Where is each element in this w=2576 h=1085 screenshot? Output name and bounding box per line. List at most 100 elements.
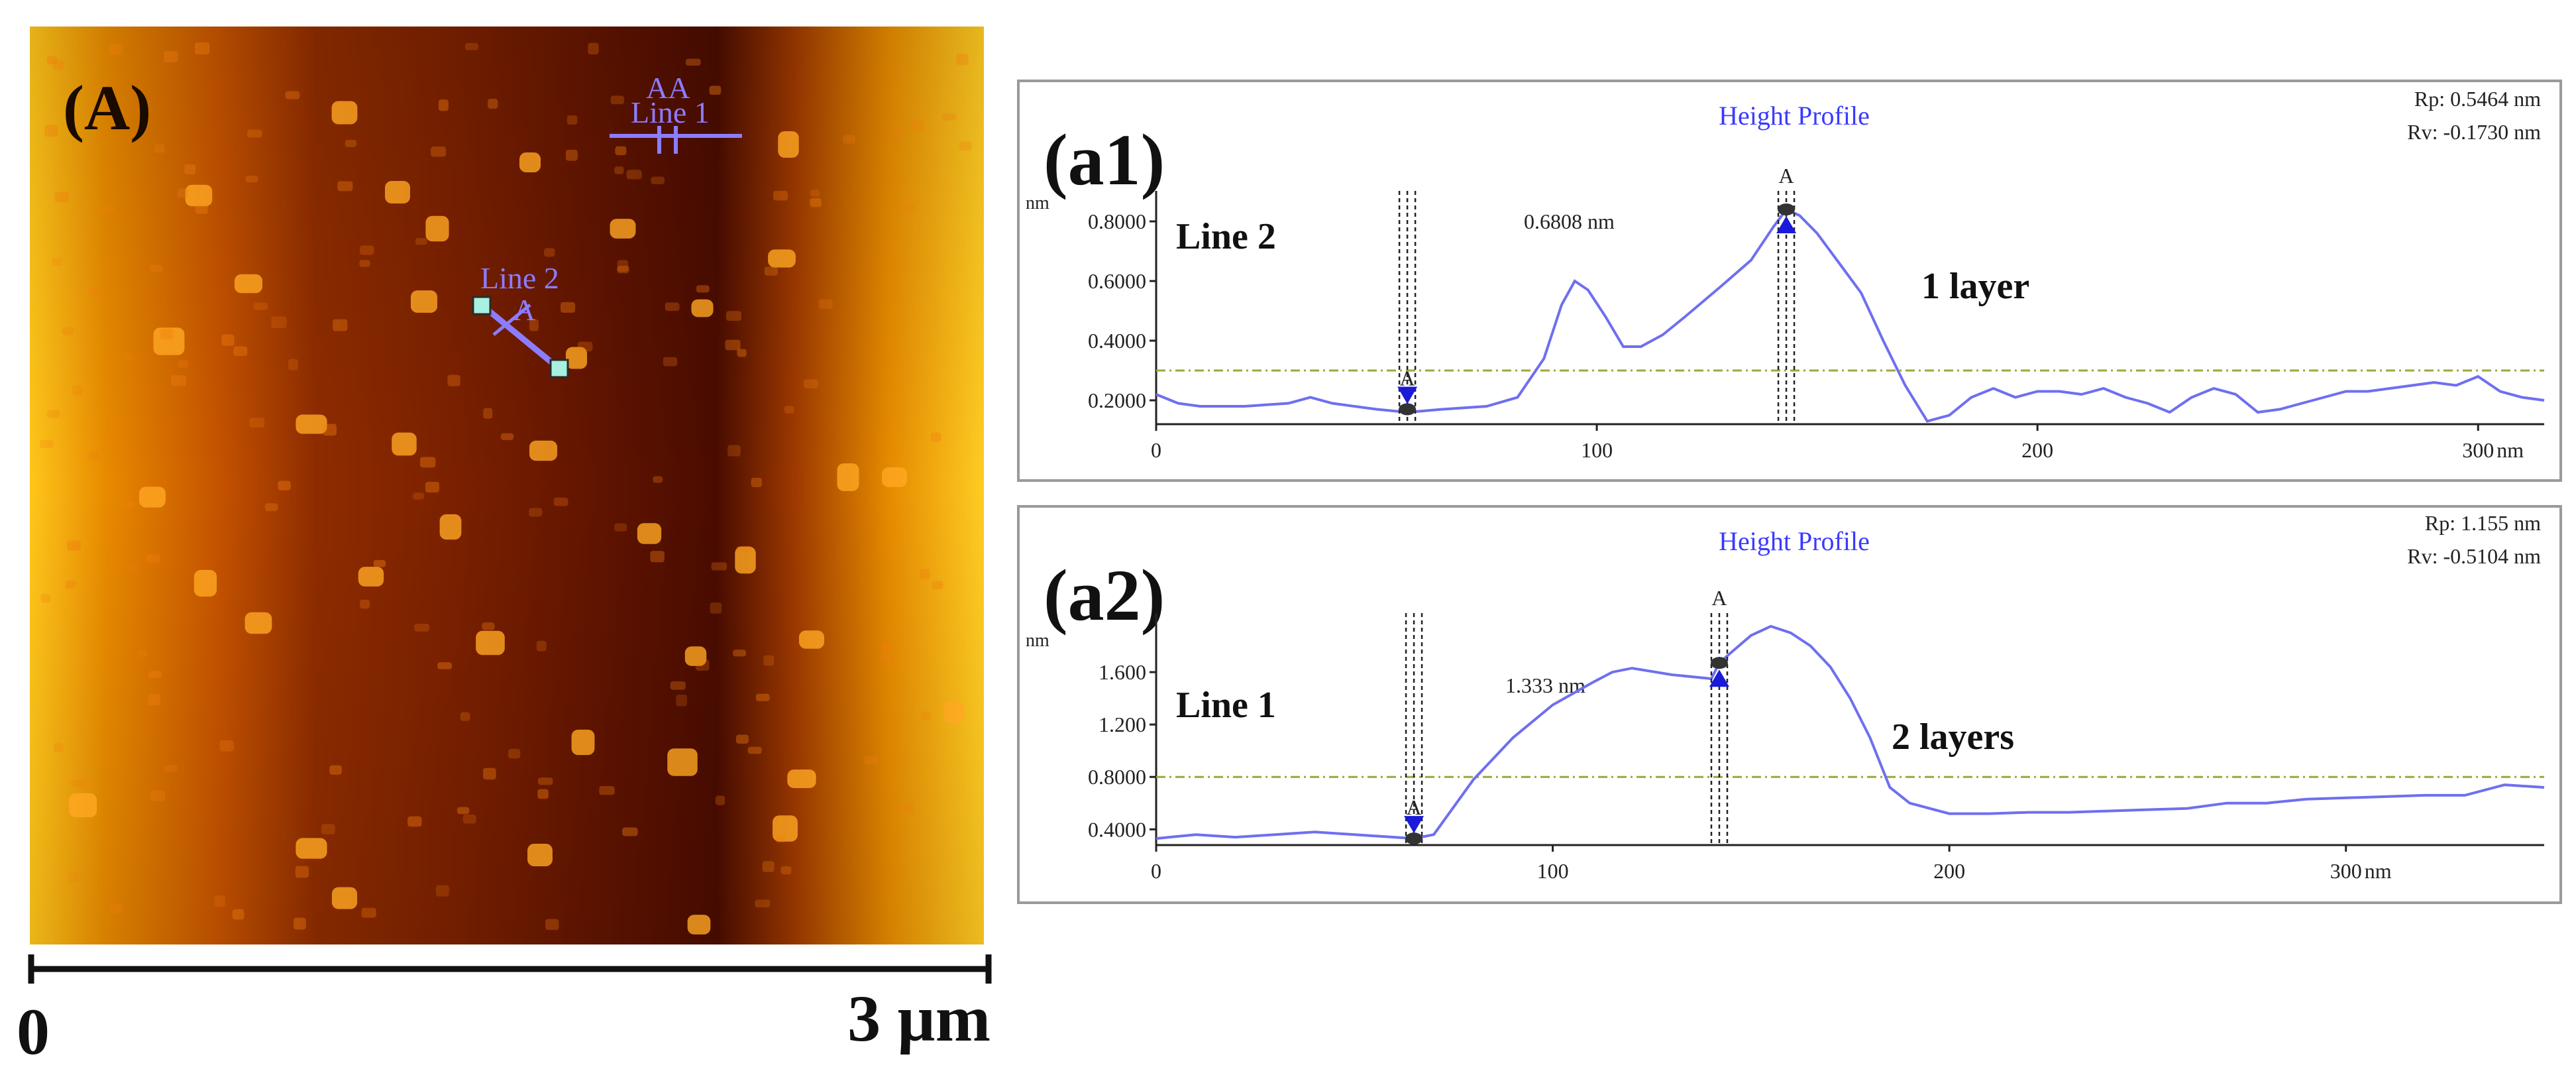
profile-a1-frame [1017, 80, 2562, 482]
afm-flake [439, 514, 462, 540]
afm-flake [715, 795, 725, 805]
profile-cursor-point [1399, 403, 1417, 416]
profile-a2-layer-label: 2 layers [1892, 716, 2014, 758]
afm-flake [323, 424, 337, 436]
afm-flake [234, 274, 263, 294]
profile-a2-plot: 0.4000 0.8000 1.200 1.600 0 100 200 300 nm A A [1088, 586, 2545, 883]
afm-flake [52, 257, 63, 266]
afm-flake [864, 756, 879, 764]
profile-x-tick-label: 300 [2462, 438, 2494, 462]
afm-flake [735, 734, 749, 744]
scale-bar: 0 3 µm [17, 954, 992, 1068]
afm-flake [435, 885, 449, 897]
line2-end-handle[interactable] [549, 359, 569, 378]
afm-flake [892, 125, 903, 137]
afm-flake [880, 642, 893, 654]
profile-cursor-down-arrow [1404, 816, 1424, 834]
afm-flake [725, 311, 741, 321]
afm-flake [154, 144, 165, 153]
afm-flake [536, 640, 547, 652]
afm-flake [425, 215, 449, 242]
afm-flake [219, 740, 234, 752]
afm-flake [195, 205, 208, 214]
profile-x-unit-label: nm [2365, 859, 2392, 883]
afm-flake [676, 694, 687, 707]
profile-a1-title: Height Profile [1719, 101, 1870, 131]
afm-flake [40, 594, 51, 603]
afm-flake [407, 816, 422, 827]
afm-flake [456, 807, 470, 815]
afm-flake [763, 655, 775, 666]
afm-flake [178, 359, 189, 368]
profile-y-tick-label: 1.600 [1099, 660, 1146, 684]
afm-flake [71, 779, 87, 787]
afm-flake [52, 60, 64, 70]
afm-flake [751, 477, 762, 488]
afm-flake [599, 786, 615, 795]
afm-flake [359, 260, 370, 267]
afm-flake [264, 503, 278, 512]
afm-flake [278, 481, 291, 490]
profile-y-tick-label: 0.8000 [1088, 765, 1146, 789]
afm-flake [68, 793, 97, 818]
afm-flake [565, 149, 578, 161]
afm-flake [160, 328, 174, 340]
profile-cursor-marker-label: A [1779, 164, 1794, 188]
afm-flake [109, 903, 123, 914]
afm-flake [725, 339, 741, 351]
afm-flake [775, 835, 787, 843]
afm-flake [123, 353, 133, 361]
profile-a2-unit: nm [1026, 630, 1049, 651]
afm-flake [902, 203, 916, 211]
afm-flake [67, 540, 81, 551]
afm-flake [711, 562, 727, 571]
afm-flake [565, 347, 588, 369]
line2-overlay[interactable]: Line 2 A [472, 261, 569, 378]
line1-label: Line 1 [631, 95, 710, 129]
afm-flake [818, 299, 833, 309]
line2-start-handle[interactable] [472, 296, 492, 315]
afm-flake [959, 141, 972, 151]
afm-flake [810, 198, 822, 207]
profile-a2-line-label: Line 1 [1176, 685, 1276, 726]
afm-flake [920, 569, 930, 579]
afm-flake [561, 302, 576, 313]
afm-flake [72, 385, 83, 396]
afm-flake [571, 729, 595, 756]
afm-flake [637, 523, 662, 544]
afm-flake [294, 917, 306, 930]
height-profile-a2: Height Profile Rp: 1.155 nm Rv: -0.5104 … [1017, 505, 2562, 904]
afm-flake [139, 486, 166, 508]
afm-flake [361, 907, 376, 918]
profile-height-line [1155, 207, 2545, 423]
profile-cursor-marker-label: A [1407, 795, 1422, 819]
afm-flake [460, 712, 470, 721]
afm-flake [610, 95, 625, 105]
afm-flake [410, 290, 438, 313]
afm-flake [40, 439, 54, 449]
line1-overlay[interactable]: AA Line 1 [610, 71, 742, 154]
afm-flake [482, 622, 495, 630]
afm-flake [691, 299, 714, 317]
afm-flake [932, 581, 943, 590]
afm-flake [842, 135, 855, 144]
afm-flake [464, 42, 479, 50]
afm-flake [956, 53, 969, 66]
afm-flake [295, 414, 327, 434]
afm-flake [803, 379, 818, 388]
afm-flake [755, 899, 771, 908]
afm-flake [184, 164, 196, 175]
afm-flake [617, 260, 629, 272]
afm-flake [577, 341, 593, 352]
afm-flake [810, 190, 820, 197]
afm-flake [696, 285, 710, 293]
afm-flake [345, 140, 357, 147]
afm-flake [331, 887, 358, 909]
afm-flake [762, 861, 775, 872]
afm-flake [44, 125, 58, 137]
afm-flake [136, 650, 148, 657]
afm-flake [337, 181, 353, 192]
afm-flake [146, 554, 160, 563]
